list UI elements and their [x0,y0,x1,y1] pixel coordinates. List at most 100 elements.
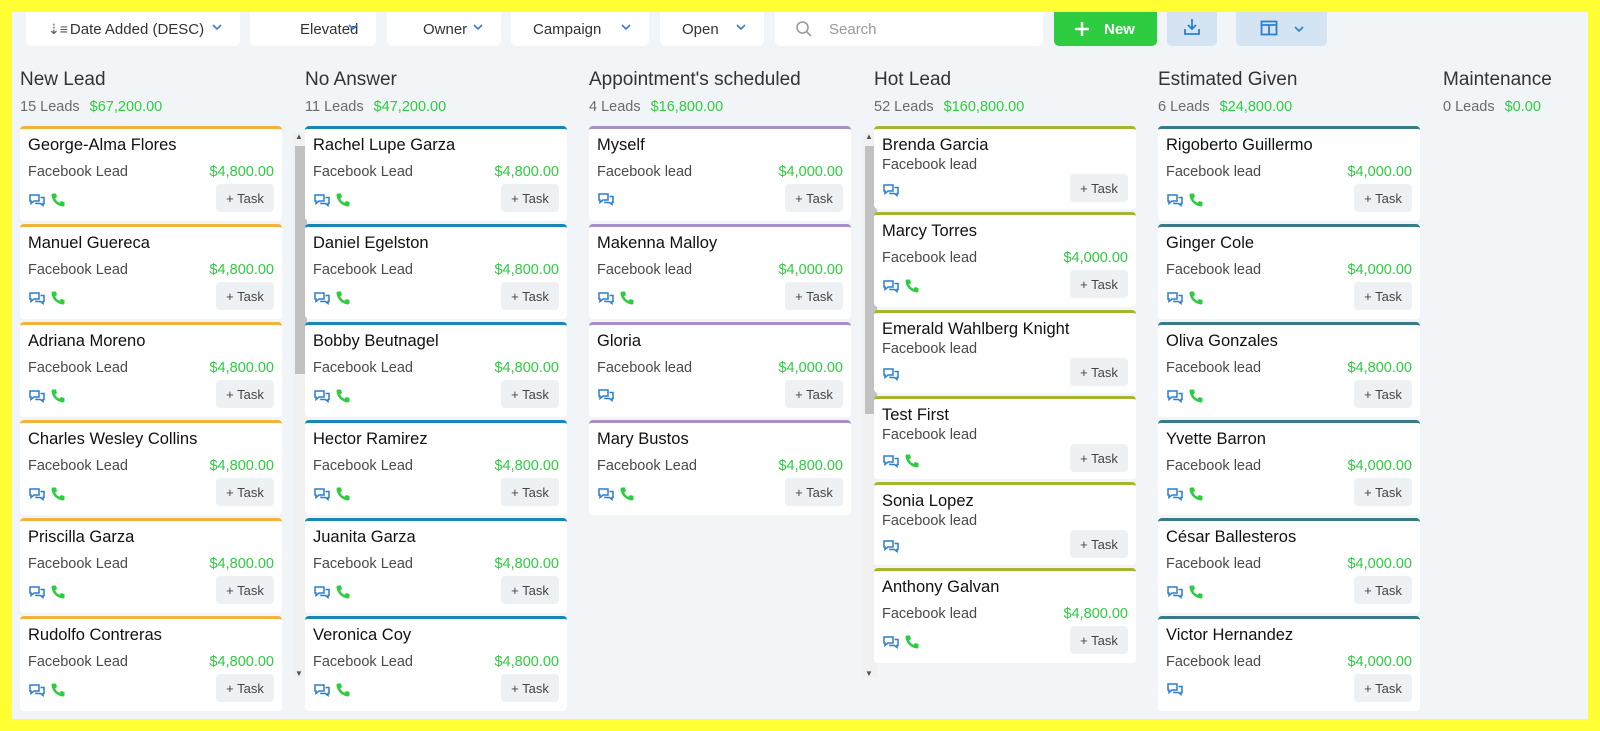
phone-icon[interactable] [1188,584,1204,605]
chat-icon[interactable] [597,192,615,211]
lead-name[interactable]: Ginger Cole [1166,234,1255,252]
lead-card[interactable]: Anthony Galvan Facebook lead $4,800.00 + Ta… [874,568,1136,663]
chat-icon[interactable] [1166,487,1184,506]
search-input[interactable]: Search [775,12,1043,46]
chat-icon[interactable] [28,487,46,506]
phone-icon[interactable] [335,192,351,213]
phone-icon[interactable] [335,584,351,605]
add-task-button[interactable]: + Task [216,674,274,702]
add-task-button[interactable]: + Task [1070,174,1128,202]
lead-name[interactable]: Emerald Wahlberg Knight [882,320,1070,338]
new-button[interactable]: New [1054,12,1157,46]
chat-icon[interactable] [1166,682,1184,701]
lead-name[interactable]: Oliva Gonzales [1166,332,1278,350]
phone-icon[interactable] [904,278,920,299]
phone-icon[interactable] [1188,290,1204,311]
add-task-button[interactable]: + Task [501,576,559,604]
chat-icon[interactable] [882,367,900,386]
scroll-up-arrow-icon[interactable]: ▲ [865,132,873,141]
chat-icon[interactable] [882,539,900,558]
status-dropdown[interactable]: Open [660,12,764,46]
add-task-button[interactable]: + Task [1070,270,1128,298]
chat-icon[interactable] [597,388,615,407]
chat-icon[interactable] [28,585,46,604]
chat-icon[interactable] [313,683,331,702]
lead-name[interactable]: Test First [882,406,949,424]
lead-name[interactable]: Adriana Moreno [28,332,146,350]
lead-name[interactable]: Victor Hernandez [1166,626,1294,644]
add-task-button[interactable]: + Task [501,380,559,408]
chat-icon[interactable] [28,291,46,310]
phone-icon[interactable] [335,290,351,311]
chat-icon[interactable] [1166,193,1184,212]
add-task-button[interactable]: + Task [1354,576,1412,604]
phone-icon[interactable] [1188,486,1204,507]
phone-icon[interactable] [904,453,920,474]
download-button[interactable] [1167,12,1217,46]
lead-card[interactable]: Adriana Moreno Facebook Lead $4,800.00 + Ta… [20,322,282,417]
lead-card[interactable]: Juanita Garza Facebook Lead $4,800.00 + Tas… [305,518,567,613]
add-task-button[interactable]: + Task [1354,478,1412,506]
phone-icon[interactable] [50,290,66,311]
elevated-dropdown[interactable]: Elevated [250,12,376,46]
chat-icon[interactable] [882,183,900,202]
add-task-button[interactable]: + Task [501,478,559,506]
lead-name[interactable]: Anthony Galvan [882,578,1000,596]
lead-card[interactable]: Victor Hernandez Facebook lead $4,000.00 + … [1158,616,1420,711]
add-task-button[interactable]: + Task [216,184,274,212]
phone-icon[interactable] [335,486,351,507]
lead-name[interactable]: Brenda Garcia [882,136,989,154]
add-task-button[interactable]: + Task [501,184,559,212]
add-task-button[interactable]: + Task [785,282,843,310]
phone-icon[interactable] [50,682,66,703]
chat-icon[interactable] [882,279,900,298]
lead-card[interactable]: Hector Ramirez Facebook Lead $4,800.00 + Ta… [305,420,567,515]
add-task-button[interactable]: + Task [1070,444,1128,472]
lead-card[interactable]: Marcy Torres Facebook lead $4,000.00 + Task [874,212,1136,307]
chat-icon[interactable] [28,389,46,408]
chat-icon[interactable] [882,635,900,654]
lead-name[interactable]: Bobby Beutnagel [313,332,439,350]
lead-name[interactable]: Juanita Garza [313,528,416,546]
chat-icon[interactable] [313,193,331,212]
lead-card[interactable]: Myself Facebook lead $4,000.00 + Task [589,126,851,221]
lead-card[interactable]: Gloria Facebook lead $4,000.00 + Task [589,322,851,417]
owner-dropdown[interactable]: Owner [387,12,501,46]
add-task-button[interactable]: + Task [216,380,274,408]
add-task-button[interactable]: + Task [1070,626,1128,654]
phone-icon[interactable] [50,388,66,409]
lead-name[interactable]: Yvette Barron [1166,430,1266,448]
lead-name[interactable]: Manuel Guereca [28,234,150,252]
lead-card[interactable]: Brenda Garcia Facebook lead + Task [874,126,1136,209]
lead-name[interactable]: Charles Wesley Collins [28,430,198,448]
lead-card[interactable]: Oliva Gonzales Facebook lead $4,800.00 + Ta… [1158,322,1420,417]
lead-card[interactable]: César Ballesteros Facebook lead $4,000.00 +… [1158,518,1420,613]
lead-card[interactable]: George-Alma Flores Facebook Lead $4,800.00… [20,126,282,221]
add-task-button[interactable]: + Task [216,478,274,506]
chat-icon[interactable] [313,487,331,506]
column-scrollbar[interactable]: ▲ ▼ [293,132,307,678]
phone-icon[interactable] [50,584,66,605]
lead-card[interactable]: Charles Wesley Collins Facebook Lead $4,80… [20,420,282,515]
phone-icon[interactable] [1188,388,1204,409]
add-task-button[interactable]: + Task [1354,674,1412,702]
chat-icon[interactable] [1166,585,1184,604]
phone-icon[interactable] [335,388,351,409]
chat-icon[interactable] [597,291,615,310]
lead-name[interactable]: Gloria [597,332,642,350]
lead-card[interactable]: Veronica Coy Facebook Lead $4,800.00 + Task [305,616,567,711]
lead-card[interactable]: Ginger Cole Facebook lead $4,000.00 + Task [1158,224,1420,319]
lead-name[interactable]: Rudolfo Contreras [28,626,162,644]
lead-name[interactable]: Marcy Torres [882,222,978,240]
lead-name[interactable]: Veronica Coy [313,626,412,644]
add-task-button[interactable]: + Task [216,282,274,310]
lead-name[interactable]: Rachel Lupe Garza [313,136,456,154]
lead-card[interactable]: Test First Facebook lead + Task [874,396,1136,479]
lead-card[interactable]: Manuel Guereca Facebook Lead $4,800.00 + Ta… [20,224,282,319]
lead-card[interactable]: Rigoberto Guillermo Facebook lead $4,000.0… [1158,126,1420,221]
scrollbar-thumb[interactable] [295,146,307,374]
lead-card[interactable]: Rachel Lupe Garza Facebook Lead $4,800.00 +… [305,126,567,221]
lead-card[interactable]: Priscilla Garza Facebook Lead $4,800.00 + T… [20,518,282,613]
lead-name[interactable]: Priscilla Garza [28,528,135,546]
lead-card[interactable]: Mary Bustos Facebook Lead $4,800.00 + Task [589,420,851,515]
